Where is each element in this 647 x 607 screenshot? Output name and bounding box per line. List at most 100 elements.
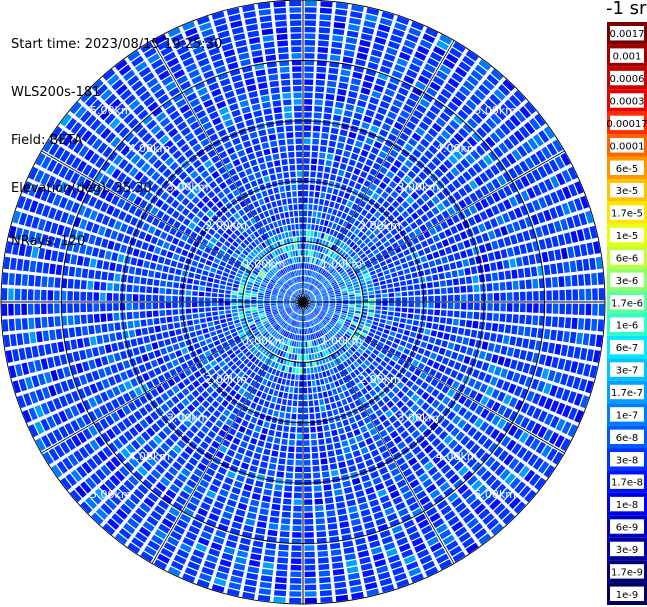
beta-cell bbox=[199, 229, 207, 237]
beta-cell bbox=[498, 507, 511, 520]
beta-cell bbox=[225, 294, 231, 298]
beta-cell bbox=[230, 364, 238, 371]
beta-cell bbox=[323, 335, 328, 342]
beta-cell bbox=[374, 220, 381, 227]
beta-cell bbox=[314, 198, 319, 204]
beta-cell bbox=[73, 291, 80, 301]
beta-cell bbox=[369, 302, 375, 306]
beta-cell bbox=[321, 186, 327, 193]
beta-cell bbox=[368, 398, 376, 406]
beta-cell bbox=[274, 274, 280, 280]
beta-cell bbox=[257, 361, 263, 368]
beta-cell bbox=[395, 93, 406, 102]
beta-cell bbox=[256, 521, 267, 529]
beta-cell bbox=[214, 324, 222, 330]
beta-cell bbox=[324, 200, 330, 207]
beta-cell bbox=[12, 380, 21, 394]
beta-cell bbox=[106, 292, 113, 301]
beta-cell bbox=[229, 216, 236, 224]
beta-cell bbox=[293, 492, 302, 499]
beta-cell bbox=[285, 294, 291, 297]
beta-cell bbox=[130, 338, 138, 347]
beta-cell bbox=[356, 134, 366, 142]
beta-cell bbox=[111, 398, 120, 409]
beta-cell bbox=[38, 247, 46, 260]
beta-cell bbox=[292, 407, 297, 413]
beta-cell bbox=[54, 290, 60, 301]
beta-cell bbox=[218, 360, 226, 368]
beta-cell bbox=[479, 421, 489, 432]
beta-cell bbox=[250, 416, 258, 424]
beta-cell bbox=[274, 362, 279, 369]
beta-cell bbox=[303, 230, 307, 236]
beta-cell bbox=[527, 137, 539, 151]
beta-cell bbox=[115, 141, 126, 152]
beta-cell bbox=[156, 385, 165, 394]
beta-cell bbox=[411, 507, 423, 518]
beta-cell bbox=[490, 523, 504, 536]
beta-cell bbox=[215, 176, 224, 185]
beta-cell bbox=[487, 293, 493, 301]
beta-cell bbox=[387, 133, 397, 142]
beta-cell bbox=[366, 280, 373, 285]
beta-cell bbox=[307, 314, 310, 321]
beta-cell bbox=[133, 311, 140, 319]
beta-cell bbox=[364, 259, 371, 266]
beta-cell bbox=[481, 254, 489, 263]
beta-cell bbox=[504, 473, 516, 485]
beta-cell bbox=[317, 345, 322, 352]
beta-cell bbox=[295, 348, 298, 354]
beta-cell bbox=[213, 258, 221, 264]
beta-cell bbox=[212, 245, 220, 252]
beta-cell bbox=[285, 479, 293, 485]
beta-cell bbox=[235, 259, 242, 266]
beta-cell bbox=[207, 219, 215, 227]
beta-cell bbox=[23, 332, 30, 345]
beta-cell bbox=[369, 55, 381, 64]
beta-cell bbox=[396, 115, 407, 125]
beta-cell bbox=[334, 273, 340, 279]
beta-cell bbox=[29, 331, 37, 344]
beta-cell bbox=[508, 383, 517, 394]
beta-cell bbox=[325, 193, 332, 200]
beta-cell bbox=[386, 82, 398, 91]
beta-cell bbox=[314, 318, 318, 324]
beta-cell bbox=[215, 450, 225, 459]
beta-cell bbox=[419, 496, 431, 506]
beta-cell bbox=[171, 406, 180, 415]
beta-cell bbox=[317, 432, 324, 439]
beta-cell bbox=[219, 261, 227, 267]
beta-cell bbox=[249, 323, 256, 329]
beta-cell bbox=[449, 456, 460, 467]
beta-cell bbox=[306, 315, 309, 321]
beta-cell bbox=[393, 317, 400, 322]
beta-cell bbox=[560, 373, 569, 386]
beta-cell bbox=[324, 272, 329, 277]
beta-cell bbox=[343, 446, 351, 454]
beta-cell bbox=[271, 295, 277, 298]
beta-cell bbox=[184, 462, 195, 472]
beta-cell bbox=[339, 226, 345, 233]
beta-cell bbox=[546, 303, 552, 314]
beta-cell bbox=[334, 290, 341, 294]
beta-cell bbox=[361, 387, 368, 395]
beta-cell bbox=[463, 355, 471, 365]
beta-cell bbox=[350, 346, 356, 353]
beta-cell bbox=[392, 277, 399, 283]
beta-cell bbox=[156, 264, 163, 271]
beta-cell bbox=[578, 274, 585, 286]
beta-cell bbox=[51, 342, 59, 354]
beta-cell bbox=[393, 260, 401, 266]
beta-cell bbox=[182, 218, 191, 226]
beta-cell bbox=[387, 283, 394, 288]
beta-cell bbox=[310, 250, 314, 257]
beta-cell bbox=[225, 433, 234, 442]
beta-cell bbox=[524, 267, 531, 278]
beta-cell bbox=[355, 106, 365, 114]
beta-cell bbox=[283, 392, 288, 399]
beta-cell bbox=[183, 176, 192, 185]
beta-cell bbox=[475, 448, 486, 459]
beta-cell bbox=[550, 400, 560, 413]
beta-cell bbox=[331, 402, 337, 409]
beta-cell bbox=[367, 62, 379, 70]
